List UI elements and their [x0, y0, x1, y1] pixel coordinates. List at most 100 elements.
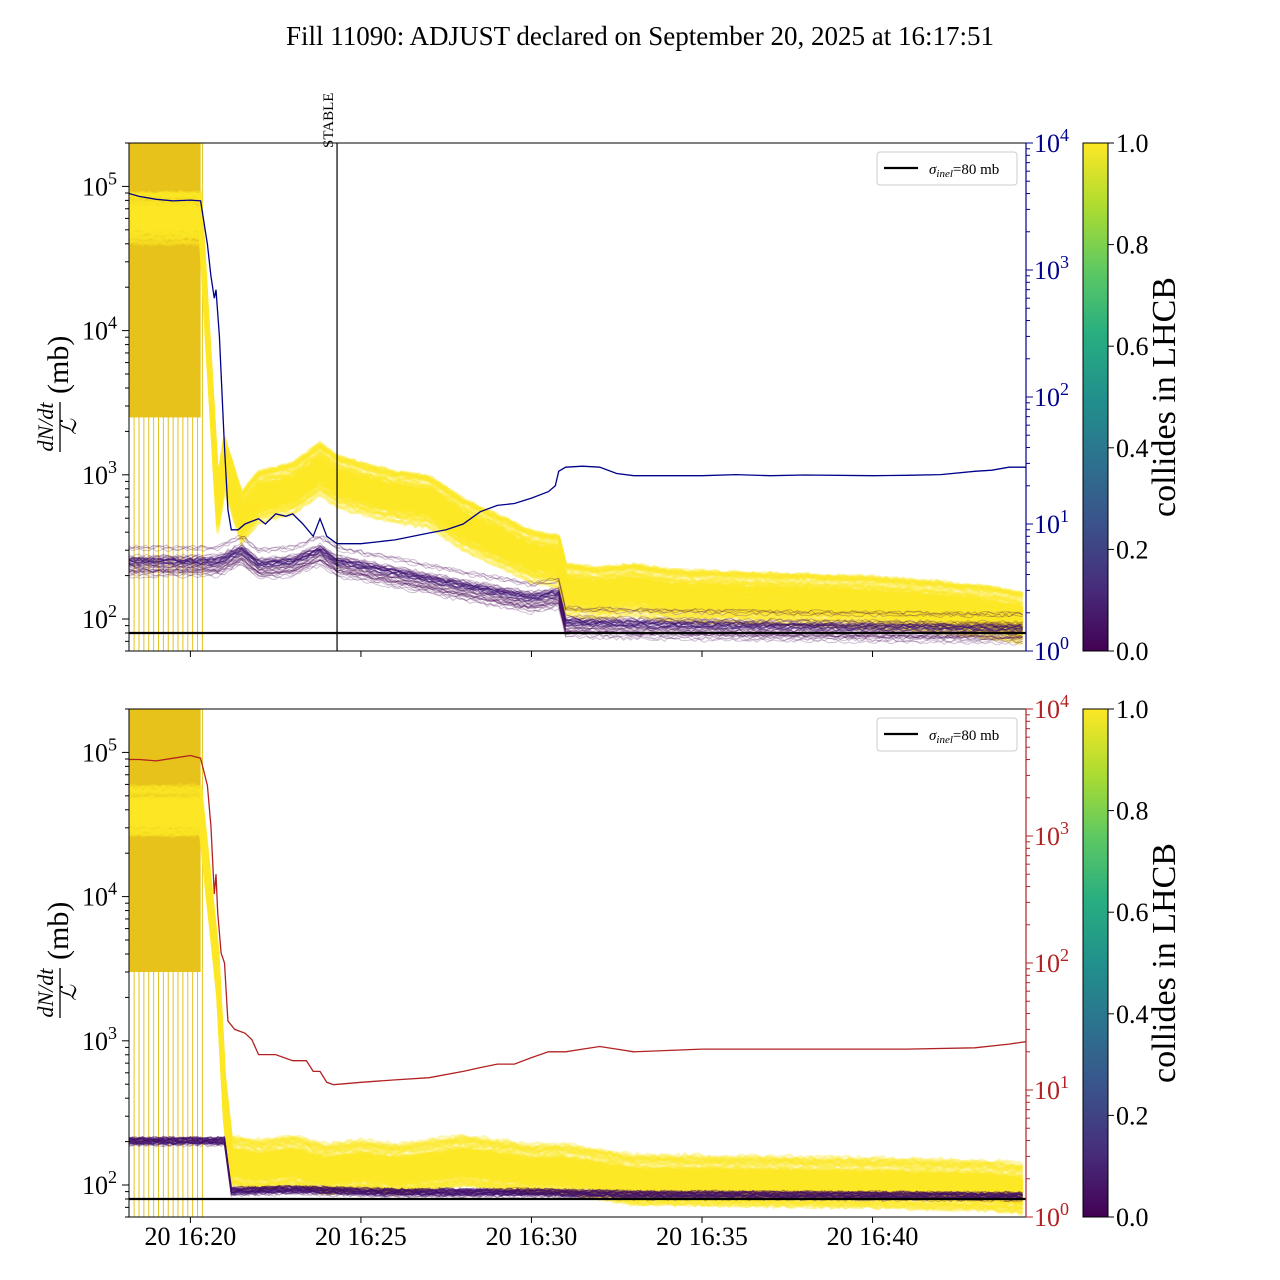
noncolliding-bunch-trace — [129, 548, 1023, 631]
colliding-bunch-trace — [129, 791, 1024, 1176]
colliding-bunch-trace — [129, 233, 1024, 639]
colliding-bunch-trace — [129, 203, 1023, 612]
colliding-bunch-trace — [129, 208, 1024, 615]
noncolliding-bunch-trace — [129, 544, 1023, 626]
noncolliding-bunch-trace — [129, 1138, 1023, 1199]
colliding-bunch-trace — [129, 830, 1024, 1215]
y-tick-label: 102 — [82, 601, 117, 634]
colliding-bunch-trace — [129, 191, 1023, 597]
colliding-bunch-trace — [129, 206, 1023, 612]
colliding-bunch-trace — [129, 805, 1024, 1191]
colliding-bunch-trace — [129, 805, 1023, 1193]
colliding-bunch-trace — [129, 821, 1023, 1206]
noncolliding-bunch-trace — [129, 1139, 1023, 1199]
colliding-bunch-trace — [129, 793, 1024, 1178]
colorbar-tick-label: 0.6 — [1116, 332, 1149, 361]
noncolliding-bunch-trace — [129, 543, 1023, 626]
noncolliding-bunch-trace — [129, 548, 1023, 629]
noncolliding-bunch-trace — [129, 1137, 1023, 1198]
legend: σinel=80 mb — [876, 151, 1018, 186]
colliding-bunch-trace — [129, 788, 1024, 1172]
colliding-bunch-trace — [129, 811, 1023, 1196]
y2-tick-label: 102 — [1034, 945, 1069, 978]
colliding-bunch-trace — [129, 787, 1023, 1172]
noncolliding-bunch-trace — [129, 549, 1023, 631]
colliding-bunch-trace — [129, 210, 1023, 617]
colliding-bunch-trace — [129, 812, 1024, 1198]
noncolliding-bunch-trace — [129, 1139, 1023, 1200]
colliding-bunch-trace — [129, 237, 1023, 642]
colliding-bunch-trace — [129, 802, 1024, 1187]
colliding-bunch-trace — [129, 799, 1024, 1186]
colorbar: 0.0 0.2 0.4 0.6 0.8 1.0 collides in LHCB — [1082, 695, 1183, 1232]
noncolliding-bunch-trace — [129, 1136, 1023, 1196]
colliding-bunch-trace — [129, 210, 1024, 617]
y2-tick-label: 101 — [1034, 506, 1069, 539]
colliding-bunch-trace — [129, 198, 1023, 605]
stable-label: STABLE — [321, 93, 337, 148]
colliding-bunch-trace — [129, 820, 1024, 1206]
legend-box — [876, 717, 1018, 752]
y-label-numerator: dN/dt — [33, 968, 58, 1018]
colliding-bunch-trace — [129, 208, 1024, 616]
colliding-bunch-trace — [129, 810, 1023, 1196]
noncolliding-bunch-trace — [129, 1136, 1023, 1196]
colliding-bunch-trace — [129, 827, 1023, 1211]
colliding-bunch-trace — [129, 819, 1023, 1204]
colliding-bunch-trace — [129, 822, 1023, 1207]
y-label-numerator: dN/dt — [33, 402, 58, 452]
colliding-bunch-trace — [129, 239, 1024, 647]
y-label-denominator: ℒ — [56, 418, 81, 435]
noncolliding-bunch-trace — [129, 553, 1023, 636]
colliding-bunch-trace — [129, 234, 1024, 640]
colorbar-tick-label: 0.0 — [1116, 1203, 1149, 1232]
noncolliding-bunch-trace — [129, 1135, 1023, 1196]
legend-label: σinel=80 mb — [929, 728, 999, 746]
colliding-bunch-trace — [129, 809, 1023, 1195]
y-axis-label: dN/dtℒ (mb) — [33, 336, 81, 452]
colliding-bunch-trace — [129, 787, 1024, 1172]
noncolliding-bunch-trace — [129, 545, 1023, 628]
noncolliding-bunch-trace — [129, 558, 1023, 641]
colorbar-gradient — [1082, 142, 1109, 652]
colliding-bunch-trace — [129, 797, 1024, 1183]
noncolliding-bunch-trace — [129, 564, 1023, 646]
noncolliding-bunch-trace — [129, 548, 1023, 632]
noncolliding-bunch-trace — [129, 549, 1023, 633]
colliding-bunch-trace — [129, 815, 1023, 1201]
noncolliding-bunch-trace — [129, 1136, 1023, 1197]
noncolliding-bunch-trace — [129, 550, 1023, 634]
plot-area — [129, 143, 1026, 651]
noncolliding-bunch-trace — [129, 551, 1023, 633]
bottom-panel: 102 103 104 105 100 101 102 103 104 20 16:20 20 16… — [33, 691, 1183, 1251]
colliding-bunch-trace — [129, 807, 1023, 1193]
noncolliding-bunch-trace — [129, 1135, 1023, 1196]
colorbar-gradient — [1082, 708, 1109, 1218]
colliding-bunch-trace — [129, 192, 1023, 598]
colliding-bunch-trace — [129, 201, 1024, 608]
noncolliding-bunch-trace — [129, 1137, 1023, 1198]
colliding-bunch-trace — [129, 784, 1023, 1169]
noncolliding-bunch-trace — [129, 1141, 1023, 1201]
colliding-bunch-trace — [129, 209, 1023, 617]
noncolliding-bunch-trace — [129, 1138, 1023, 1198]
y-label-unit: (mb) — [42, 336, 75, 394]
colliding-bunch-trace — [129, 208, 1024, 614]
noncolliding-bunch-trace — [129, 1136, 1023, 1197]
colliding-bunch-trace — [129, 796, 1023, 1181]
colliding-bunch-trace — [129, 212, 1023, 618]
colliding-bunch-trace — [129, 803, 1024, 1188]
colliding-bunch-trace — [129, 796, 1024, 1181]
noncolliding-bunch-trace — [129, 1140, 1023, 1200]
colliding-bunch-trace — [129, 209, 1024, 616]
bunch-block — [129, 143, 201, 418]
x-tick-label: 20 16:35 — [656, 1222, 748, 1251]
colliding-bunch-trace — [129, 239, 1023, 645]
bunch-block-fill — [129, 709, 201, 973]
colliding-bunch-trace — [129, 196, 1024, 603]
colliding-bunch-trace — [129, 194, 1023, 600]
colorbar-label: collides in LHCB — [1146, 277, 1183, 517]
colliding-bunch-trace — [129, 811, 1024, 1197]
colliding-bunch-trace — [129, 799, 1023, 1184]
noncolliding-bunch-trace — [129, 550, 1023, 634]
